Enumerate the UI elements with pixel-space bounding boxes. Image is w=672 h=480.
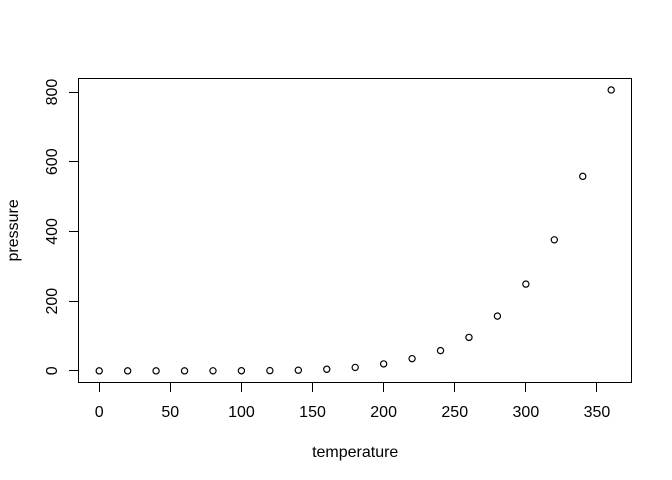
- svg-text:50: 50: [161, 404, 179, 421]
- svg-text:pressure: pressure: [5, 199, 22, 261]
- svg-text:200: 200: [370, 404, 397, 421]
- svg-text:800: 800: [44, 79, 61, 106]
- svg-text:600: 600: [44, 148, 61, 175]
- svg-text:300: 300: [513, 404, 540, 421]
- svg-text:200: 200: [44, 288, 61, 315]
- svg-text:250: 250: [441, 404, 468, 421]
- svg-text:0: 0: [44, 366, 61, 375]
- svg-text:0: 0: [95, 404, 104, 421]
- svg-text:temperature: temperature: [312, 444, 398, 461]
- svg-text:150: 150: [299, 404, 326, 421]
- svg-text:350: 350: [584, 404, 611, 421]
- svg-text:100: 100: [228, 404, 255, 421]
- svg-text:400: 400: [44, 218, 61, 245]
